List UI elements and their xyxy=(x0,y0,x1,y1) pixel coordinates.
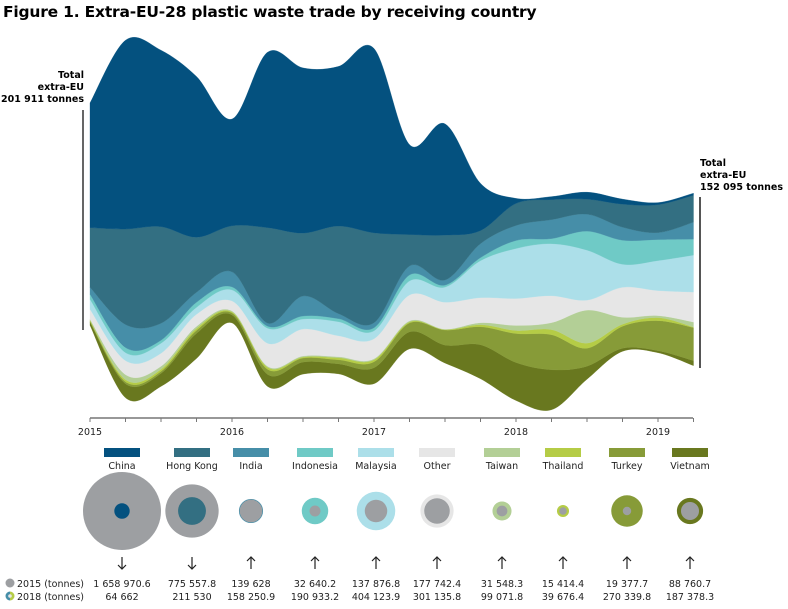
value-2015-malaysia: 137 876.8 xyxy=(352,579,400,590)
legend-2018-icon-right xyxy=(10,591,15,601)
legend-label-vietnam: Vietnam xyxy=(670,461,710,472)
annotation-line: extra-EU xyxy=(700,170,747,181)
legend-label-turkey: Turkey xyxy=(611,461,643,472)
legend-swatch-vietnam xyxy=(672,448,708,457)
value-2018-india: 158 250.9 xyxy=(227,592,275,603)
bubble-2015-taiwan xyxy=(496,505,508,517)
stream-china xyxy=(89,37,694,238)
legend-swatch-malaysia xyxy=(358,448,394,457)
value-2015-china: 1 658 970.6 xyxy=(93,579,150,590)
x-tick-label: 2018 xyxy=(504,427,528,438)
total-right-annotation: Total extra-EU 152 095 tonnes xyxy=(700,158,783,194)
annotation-line: extra-EU xyxy=(37,82,84,93)
legend-swatch-taiwan xyxy=(484,448,520,457)
value-2018-other: 301 135.8 xyxy=(413,592,461,603)
value-2015-thailand: 15 414.4 xyxy=(542,579,584,590)
bubble-2018-china xyxy=(114,503,130,519)
legend-label-other: Other xyxy=(424,461,451,472)
legend-label-india: India xyxy=(239,461,262,472)
arrow-down-icon xyxy=(117,564,127,570)
figure-title: Figure 1. Extra-EU-28 plastic waste trad… xyxy=(3,3,537,21)
arrow-up-icon xyxy=(432,556,442,562)
value-2018-malaysia: 404 123.9 xyxy=(352,592,400,603)
value-2018-turkey: 270 339.8 xyxy=(603,592,651,603)
legend-swatch-india xyxy=(233,448,269,457)
legend-2018-icon-left xyxy=(5,591,10,601)
legend-label-hong-kong: Hong Kong xyxy=(166,461,218,472)
x-tick-label: 2017 xyxy=(362,427,386,438)
value-2015-turkey: 19 377.7 xyxy=(606,579,648,590)
bubble-2015-indonesia xyxy=(309,505,321,517)
bubble-2018-hong-kong xyxy=(178,497,206,525)
value-2015-indonesia: 32 640.2 xyxy=(294,579,336,590)
legend-label-taiwan: Taiwan xyxy=(485,461,518,472)
arrow-up-icon xyxy=(622,556,632,562)
legend-label-china: China xyxy=(108,461,135,472)
value-2018-thailand: 39 676.4 xyxy=(542,592,584,603)
arrow-up-icon xyxy=(685,556,695,562)
value-2015-hong-kong: 775 557.8 xyxy=(168,579,216,590)
arrow-up-icon xyxy=(246,556,256,562)
value-2018-china: 64 662 xyxy=(105,592,138,603)
legend-label-indonesia: Indonesia xyxy=(292,461,338,472)
legend-swatch-china xyxy=(104,448,140,457)
legend-2018-icon xyxy=(5,591,15,601)
bubble-2015-india xyxy=(239,499,263,523)
legend-2015-label: 2015 (tonnes) xyxy=(17,579,84,590)
x-tick-label: 2019 xyxy=(646,427,670,438)
value-2018-vietnam: 187 378.3 xyxy=(666,592,714,603)
value-2015-taiwan: 31 548.3 xyxy=(481,579,523,590)
arrow-down-icon xyxy=(187,564,197,570)
value-2015-other: 177 742.4 xyxy=(413,579,461,590)
value-2018-hong-kong: 211 530 xyxy=(172,592,211,603)
legend-label-thailand: Thailand xyxy=(542,461,584,472)
bubble-2015-turkey xyxy=(622,506,632,516)
value-2018-taiwan: 99 071.8 xyxy=(481,592,523,603)
bubble-2015-vietnam xyxy=(680,501,700,521)
total-left-annotation: Total extra-EU 201 911 tonnes xyxy=(1,70,84,106)
legend-2018-icon-center xyxy=(8,594,12,598)
arrow-up-icon xyxy=(497,556,507,562)
legend-2018-label: 2018 (tonnes) xyxy=(17,592,84,603)
value-2015-vietnam: 88 760.7 xyxy=(669,579,711,590)
legend-swatch-other xyxy=(419,448,455,457)
legend-label-malaysia: Malaysia xyxy=(355,461,397,472)
x-tick-label: 2016 xyxy=(220,427,244,438)
annotation-value: 152 095 tonnes xyxy=(700,182,783,193)
bubble-2015-other xyxy=(424,498,450,524)
value-2018-indonesia: 190 933.2 xyxy=(291,592,339,603)
legend-swatch-hong-kong xyxy=(174,448,210,457)
value-2015-india: 139 628 xyxy=(231,579,270,590)
annotation-line: Total xyxy=(700,158,726,169)
bubble-2015-thailand xyxy=(559,507,567,515)
legend-swatch-turkey xyxy=(609,448,645,457)
arrow-up-icon xyxy=(371,556,381,562)
annotation-line: Total xyxy=(58,70,84,81)
annotation-value: 201 911 tonnes xyxy=(1,94,84,105)
legend-swatch-indonesia xyxy=(297,448,333,457)
legend-2015-icon xyxy=(5,578,15,588)
arrow-up-icon xyxy=(310,556,320,562)
legend-swatch-thailand xyxy=(545,448,581,457)
x-tick-label: 2015 xyxy=(78,427,102,438)
arrow-up-icon xyxy=(558,556,568,562)
bubble-2015-malaysia xyxy=(364,499,388,523)
